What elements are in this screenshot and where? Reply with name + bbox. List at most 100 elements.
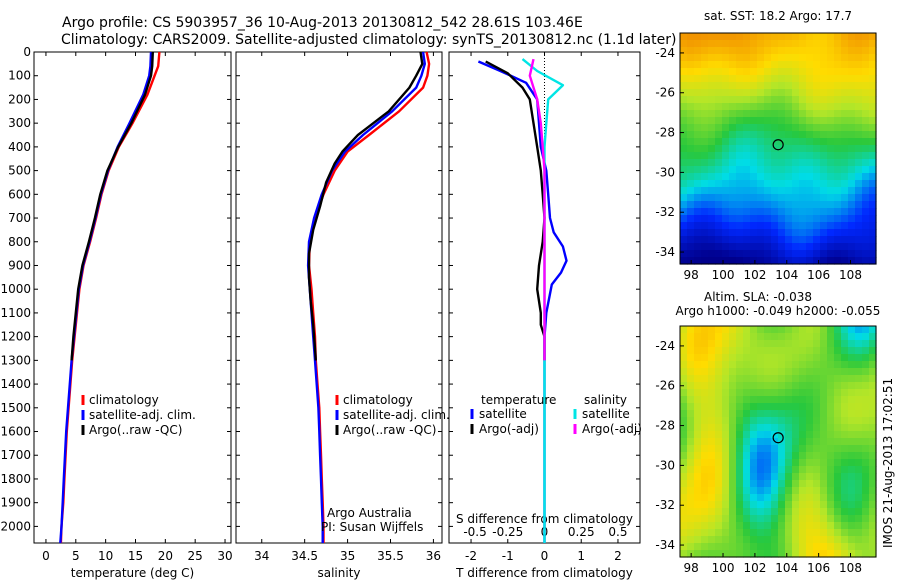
heatmap-cell <box>799 250 807 258</box>
heatmap-cell <box>848 40 856 48</box>
heatmap-cell <box>799 501 807 509</box>
heatmap-cell <box>848 124 856 132</box>
heatmap-cell <box>764 501 772 509</box>
heatmap-cell <box>750 68 758 76</box>
heatmap-cell <box>757 424 765 432</box>
heatmap-cell <box>778 194 786 202</box>
heatmap-cell <box>694 229 702 237</box>
heatmap-cell <box>687 354 695 362</box>
heatmap-cell <box>715 187 723 195</box>
heatmap-cell <box>799 47 807 55</box>
heatmap-cell <box>757 187 765 195</box>
heatmap-cell <box>827 417 835 425</box>
heatmap-cell <box>680 110 688 118</box>
heatmap-cell <box>694 550 702 558</box>
heatmap-cell <box>820 110 828 118</box>
heatmap-cell <box>729 250 737 258</box>
heatmap-cell <box>799 103 807 111</box>
heatmap-cell <box>771 33 779 41</box>
heatmap-cell <box>736 347 744 355</box>
heatmap-cell <box>778 340 786 348</box>
heatmap-cell <box>806 543 814 551</box>
heatmap-cell <box>694 326 702 334</box>
heatmap-cell <box>785 550 793 558</box>
heatmap-cell <box>820 431 828 439</box>
heatmap-cell <box>729 215 737 223</box>
heatmap-cell <box>694 124 702 132</box>
heatmap-cell <box>806 243 814 251</box>
heatmap-cell <box>764 110 772 118</box>
heatmap-cell <box>834 180 842 188</box>
heatmap-cell <box>701 243 709 251</box>
heatmap-cell <box>869 47 877 55</box>
heatmap-cell <box>778 333 786 341</box>
heatmap-cell <box>841 40 849 48</box>
heatmap-cell <box>722 61 730 69</box>
heatmap-cell <box>750 487 758 495</box>
heatmap-cell <box>785 124 793 132</box>
heatmap-cell <box>862 326 870 334</box>
heatmap-cell <box>848 438 856 446</box>
heatmap-cell <box>687 522 695 530</box>
heatmap-cell <box>680 187 688 195</box>
heatmap-cell <box>869 550 877 558</box>
heatmap-cell <box>708 68 716 76</box>
heatmap-cell <box>785 236 793 244</box>
heatmap-cell <box>722 236 730 244</box>
heatmap-cell <box>736 424 744 432</box>
heatmap-cell <box>799 326 807 334</box>
heatmap-cell <box>806 229 814 237</box>
heatmap-cell <box>806 47 814 55</box>
heatmap-cell <box>792 54 800 62</box>
heatmap-cell <box>764 96 772 104</box>
heatmap-cell <box>750 389 758 397</box>
heatmap-cell <box>806 417 814 425</box>
heatmap-cell <box>750 152 758 160</box>
heatmap-cell <box>764 480 772 488</box>
heatmap-cell <box>757 194 765 202</box>
heatmap-cell <box>743 529 751 537</box>
heatmap-cell <box>722 501 730 509</box>
heatmap-cell <box>715 340 723 348</box>
heatmap-cell <box>827 103 835 111</box>
heatmap-cell <box>785 417 793 425</box>
heatmap-cell <box>834 257 842 265</box>
heatmap-cell <box>834 410 842 418</box>
y-tick-label: 400 <box>8 140 31 154</box>
heatmap-cell <box>841 550 849 558</box>
heatmap-cell <box>827 54 835 62</box>
heatmap-cell <box>764 473 772 481</box>
heatmap-cell <box>722 33 730 41</box>
heatmap-cell <box>862 382 870 390</box>
heatmap-cell <box>820 368 828 376</box>
heatmap-cell <box>757 222 765 230</box>
heatmap-cell <box>869 138 877 146</box>
heatmap-cell <box>778 47 786 55</box>
heatmap-cell <box>820 54 828 62</box>
heatmap-cell <box>785 459 793 467</box>
heatmap-cell <box>862 201 870 209</box>
heatmap-cell <box>813 173 821 181</box>
heatmap-cell <box>701 257 709 265</box>
heatmap-cell <box>792 361 800 369</box>
heatmap-cell <box>778 250 786 258</box>
heatmap-cell <box>792 396 800 404</box>
heatmap-cell <box>729 424 737 432</box>
heatmap-cell <box>820 61 828 69</box>
heatmap-cell <box>848 347 856 355</box>
heatmap-cell <box>862 543 870 551</box>
heatmap-cell <box>806 347 814 355</box>
heatmap-cell <box>708 480 716 488</box>
heatmap-cell <box>715 159 723 167</box>
heatmap-cell <box>869 529 877 537</box>
heatmap-cell <box>799 368 807 376</box>
heatmap-cell <box>869 396 877 404</box>
heatmap-cell <box>813 459 821 467</box>
heatmap-cell <box>680 515 688 523</box>
heatmap-cell <box>757 508 765 516</box>
heatmap-cell <box>827 250 835 258</box>
heatmap-cell <box>757 152 765 160</box>
heatmap-cell <box>848 33 856 41</box>
heatmap-cell <box>708 368 716 376</box>
heatmap-cell <box>729 117 737 125</box>
